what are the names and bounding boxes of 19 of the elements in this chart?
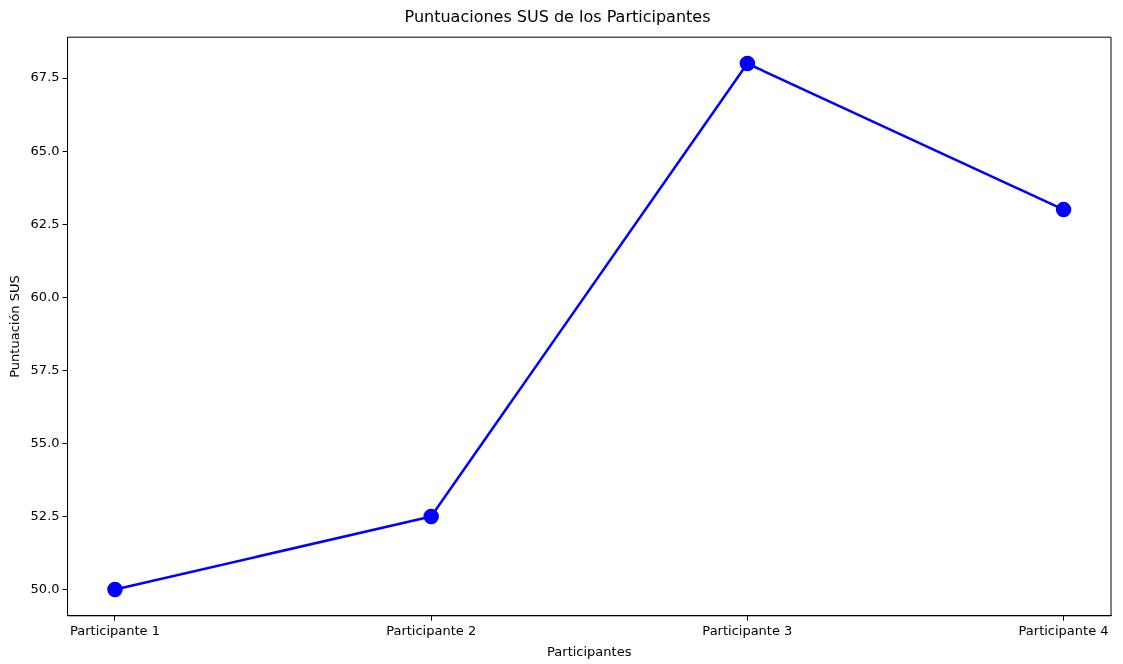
point xyxy=(739,55,756,72)
x-tick-label: Participante 4 xyxy=(1018,622,1109,638)
x-axis-title: Participantes xyxy=(547,643,632,659)
point xyxy=(1055,201,1072,218)
y-tick-label: 62.5 xyxy=(30,215,60,231)
x-tick-label: Participante 3 xyxy=(702,622,793,638)
point xyxy=(107,581,123,598)
y-tick-label: 67.5 xyxy=(30,69,60,85)
x-tick-label: Participante 2 xyxy=(386,622,477,638)
y-tick-label: 52.5 xyxy=(30,507,60,523)
y-tick-label: 57.5 xyxy=(30,361,60,377)
y-tick-label: 50.0 xyxy=(30,580,60,596)
y-tick-label: 55.0 xyxy=(30,434,60,450)
x-tick-label: Participante 1 xyxy=(69,622,160,638)
y-tick-label: 60.0 xyxy=(30,288,60,304)
y-axis-title: Puntuación SUS xyxy=(7,275,23,378)
y-tick-label: 65.0 xyxy=(30,142,60,158)
chart-title: Puntuaciones SUS de los Participantes xyxy=(404,6,711,26)
point xyxy=(423,508,439,525)
